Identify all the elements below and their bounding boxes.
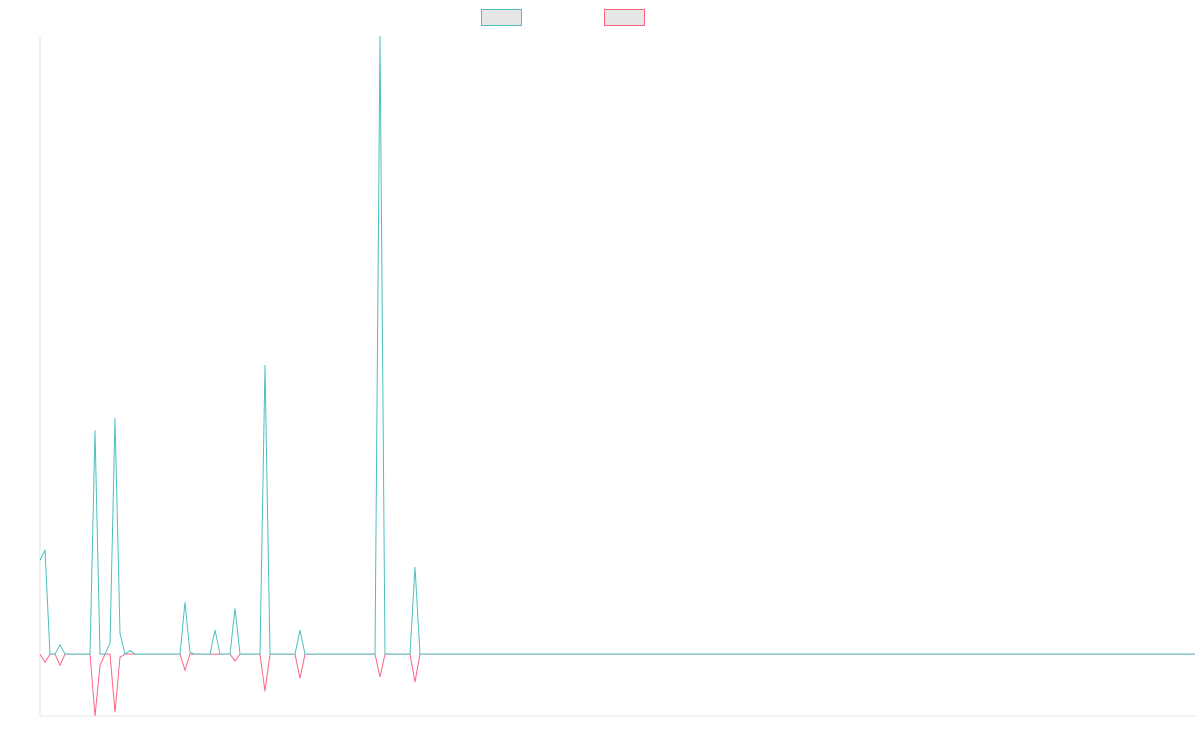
series-line xyxy=(39,653,1195,717)
legend-swatch xyxy=(604,9,645,26)
series-line xyxy=(39,35,1195,656)
legend-swatch xyxy=(481,9,522,26)
